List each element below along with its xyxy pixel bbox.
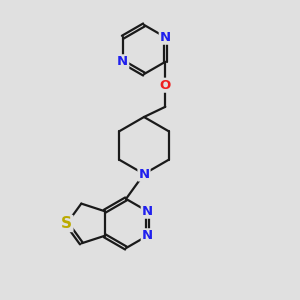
Text: N: N: [142, 205, 153, 218]
Text: N: N: [142, 229, 153, 242]
Text: N: N: [138, 167, 150, 181]
Text: O: O: [160, 79, 171, 92]
Text: S: S: [61, 216, 72, 231]
Text: N: N: [117, 55, 128, 68]
Text: N: N: [160, 31, 171, 44]
